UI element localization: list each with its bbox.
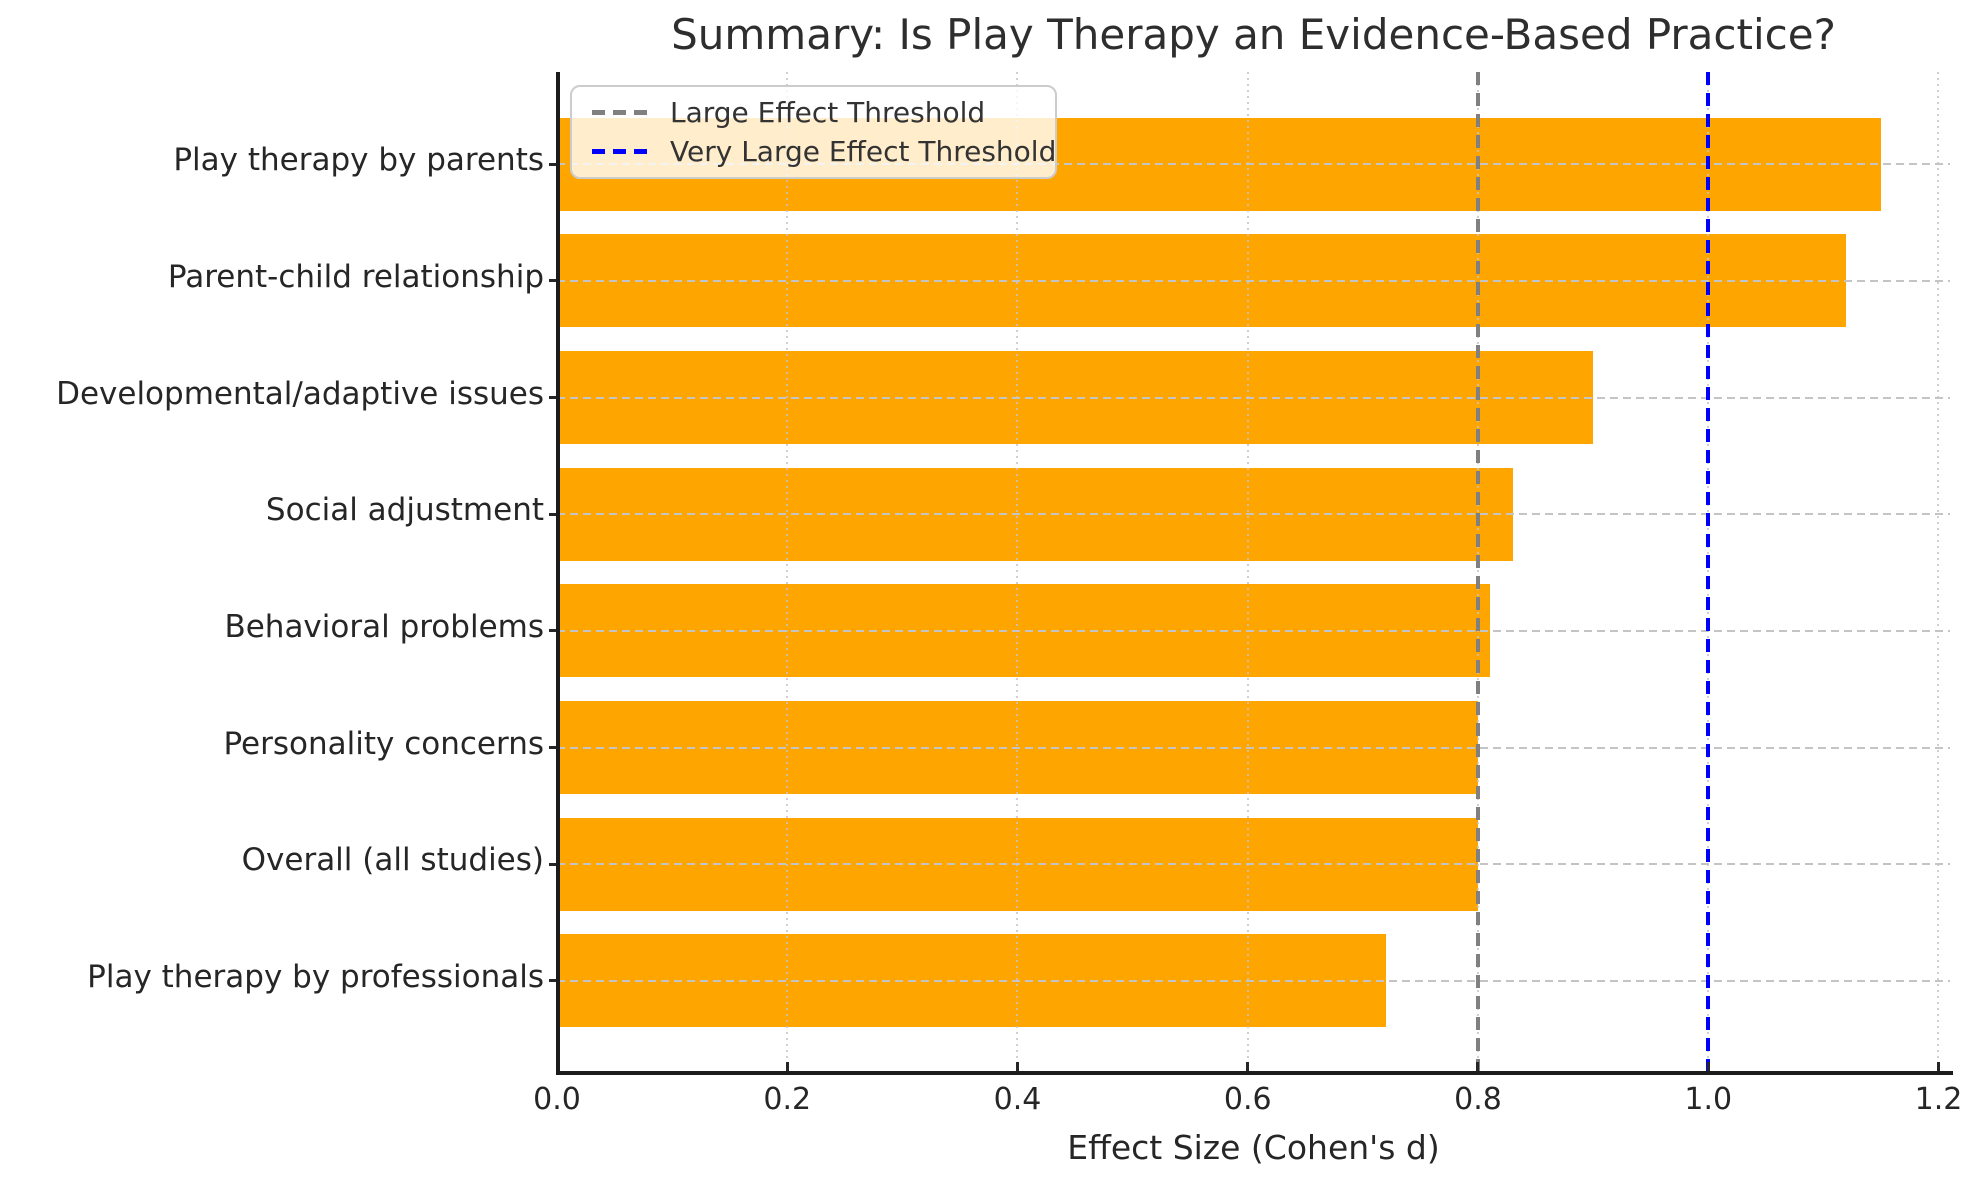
gridline-vertical [1246, 72, 1249, 1073]
gridline-vertical [1937, 72, 1940, 1073]
gridline-vertical [786, 72, 789, 1073]
x-tick-label: 1.2 [1914, 1082, 1963, 1117]
y-tick-mark [549, 979, 558, 983]
x-tick-mark [1015, 1062, 1019, 1073]
x-tick-label: 0.8 [1454, 1082, 1502, 1117]
gridline-horizontal [557, 396, 1950, 399]
blue-dashed-line-icon [592, 148, 648, 154]
gridline-horizontal [557, 513, 1950, 516]
y-tick-label: Developmental/adaptive issues [56, 375, 544, 412]
threshold-line [1706, 72, 1711, 1073]
x-tick-mark [1476, 1062, 1480, 1073]
y-tick-mark [549, 512, 558, 516]
y-tick-label: Parent-child relationship [167, 258, 544, 295]
x-axis-spine [556, 1071, 1953, 1075]
y-tick-label: Play therapy by professionals [87, 958, 544, 995]
y-tick-label: Personality concerns [223, 725, 544, 762]
gridline-vertical [1016, 72, 1019, 1073]
y-tick-label: Overall (all studies) [241, 842, 544, 879]
legend-label-very-large-effect: Very Large Effect Threshold [670, 134, 1057, 168]
x-tick-label: 0.6 [1223, 1082, 1272, 1117]
chart-title: Summary: Is Play Therapy an Evidence-Bas… [671, 10, 1836, 59]
x-tick-label: 0.0 [533, 1082, 581, 1117]
x-tick-mark [1706, 1062, 1710, 1073]
x-tick-mark [1936, 1062, 1940, 1073]
x-tick-label: 1.0 [1684, 1082, 1733, 1117]
gridline-horizontal [557, 746, 1950, 749]
y-tick-mark [549, 162, 558, 166]
y-tick-mark [549, 629, 558, 633]
y-tick-mark [549, 396, 558, 399]
y-tick-mark [549, 279, 558, 283]
legend-label-large-effect: Large Effect Threshold [670, 96, 986, 130]
legend-item-large-effect: Large Effect Threshold [592, 96, 1045, 129]
threshold-line [1475, 72, 1480, 1073]
gridline-horizontal [557, 979, 1950, 982]
y-tick-mark [549, 862, 558, 866]
x-tick-mark [1246, 1062, 1250, 1073]
x-tick-mark [785, 1062, 789, 1073]
y-tick-label: Behavioral problems [224, 608, 544, 645]
x-tick-label: 0.4 [993, 1082, 1042, 1117]
gridline-horizontal [557, 163, 1950, 166]
y-axis-spine [556, 72, 560, 1075]
legend-item-very-large-effect: Very Large Effect Threshold [592, 135, 1056, 168]
x-axis-label: Effect Size (Cohen's d) [1067, 1128, 1440, 1167]
x-tick-label: 0.2 [763, 1082, 812, 1117]
gray-dashed-line-icon [592, 110, 648, 116]
gridline-horizontal [557, 279, 1950, 282]
y-tick-mark [549, 746, 558, 749]
y-tick-label: Social adjustment [265, 492, 544, 529]
legend: Large Effect Threshold Very Large Effect… [570, 85, 1057, 179]
gridline-horizontal [557, 863, 1950, 866]
gridline-horizontal [557, 629, 1950, 632]
y-tick-label: Play therapy by parents [173, 142, 544, 179]
